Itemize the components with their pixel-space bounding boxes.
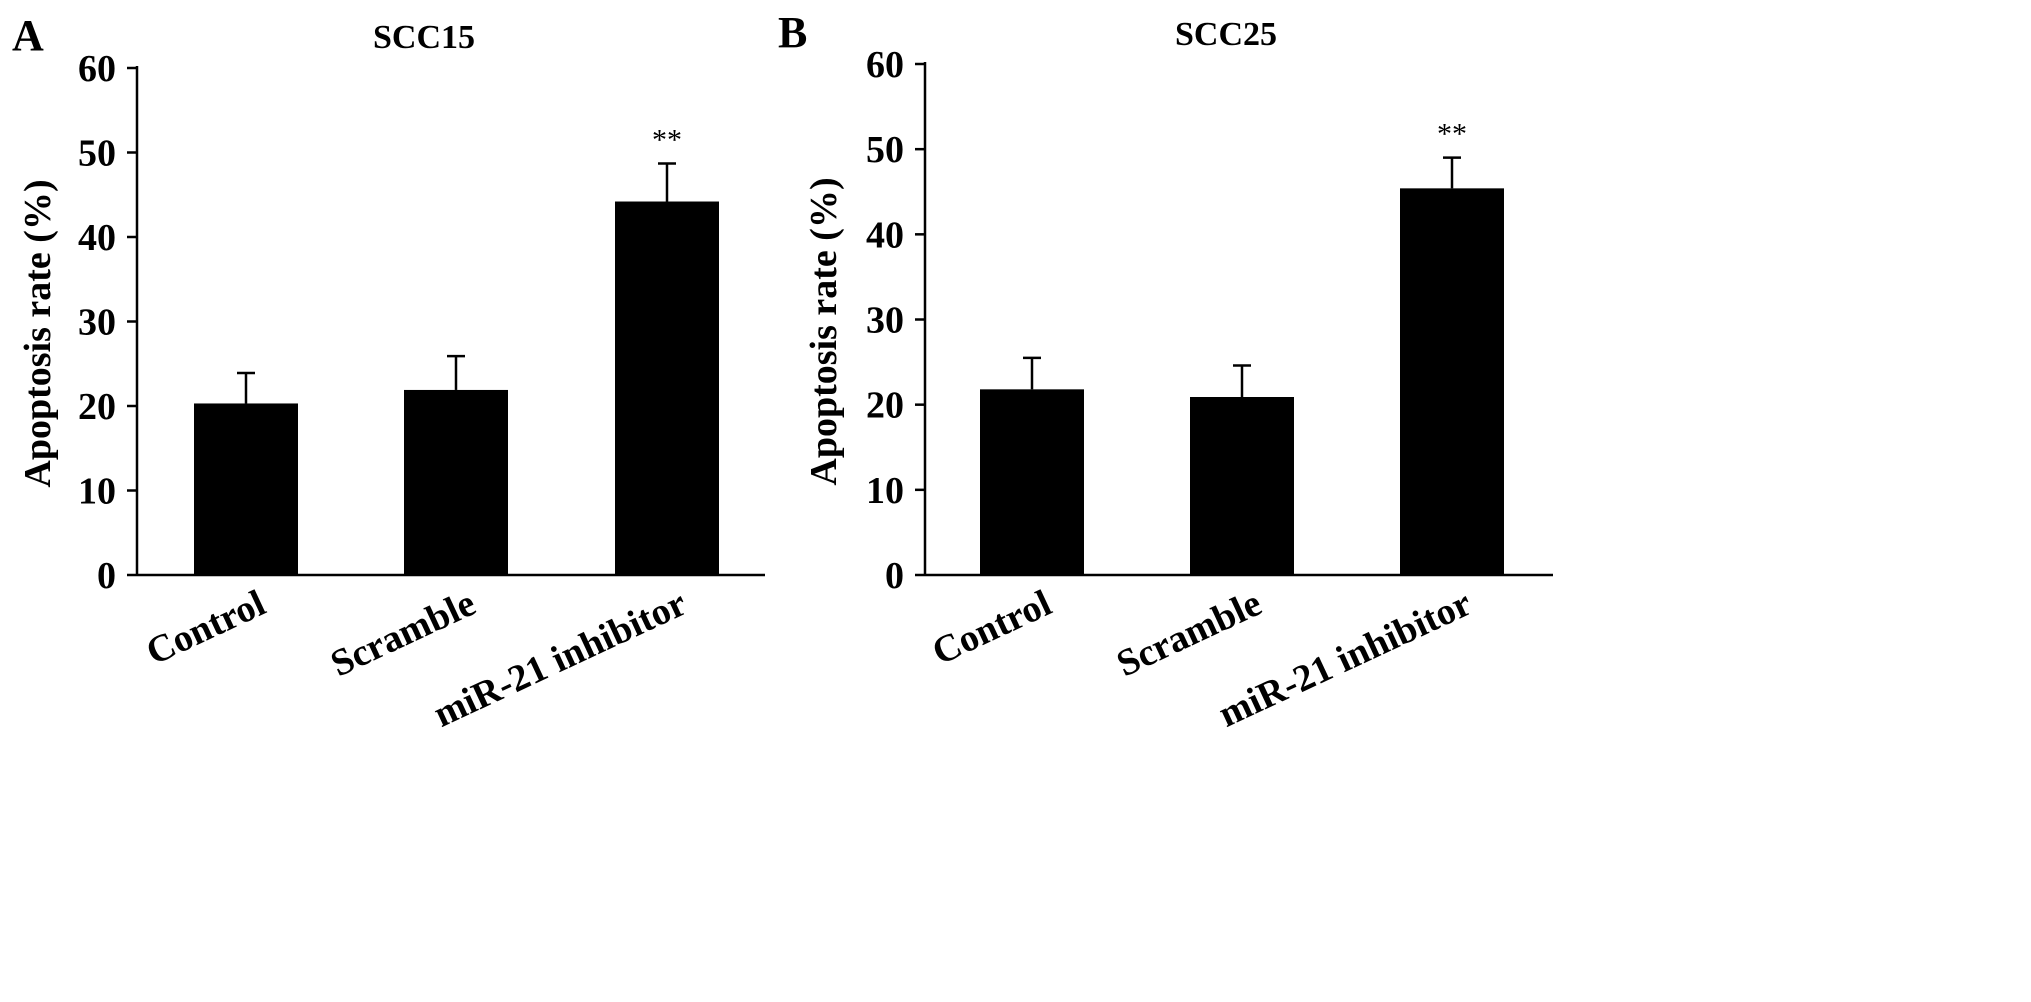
y-axis-label: Apoptosis rate (%): [803, 177, 845, 485]
panel-b: B SCC25 Apoptosis rate (%) 0 10 20 30 40 50 60 Con…: [778, 8, 1553, 736]
chart-title: SCC25: [1175, 16, 1277, 53]
panel-a: A SCC15 Apoptosis rate (%) 0 10 20 30 40 50 60 Con…: [12, 11, 765, 736]
y-tick-label: 0: [97, 555, 116, 597]
bar-control: [980, 389, 1084, 575]
y-tick-label: 40: [866, 214, 904, 256]
y-tick-label: 0: [885, 555, 904, 597]
bar-mir-21-inhibitor: [1400, 188, 1504, 576]
bar-control: [194, 403, 298, 575]
significance-marker: **: [652, 123, 682, 156]
bar-mir-21-inhibitor: [615, 201, 719, 575]
y-tick-label: 20: [78, 386, 116, 428]
panel-label: B: [778, 8, 807, 57]
y-tick-label: 50: [866, 129, 904, 171]
x-tick-label: Control: [140, 582, 272, 673]
x-tick-label: Control: [926, 582, 1058, 673]
y-tick-label: 60: [866, 44, 904, 86]
chart-title: SCC15: [373, 19, 475, 56]
significance-marker: **: [1437, 118, 1467, 151]
y-tick-label: 30: [866, 300, 904, 342]
panel-label: A: [12, 11, 44, 60]
y-tick-label: 10: [78, 471, 116, 513]
x-tick-label: Scramble: [324, 582, 481, 685]
y-axis-label: Apoptosis rate (%): [17, 179, 59, 487]
y-tick-label: 30: [78, 302, 116, 344]
x-tick-label: Scramble: [1110, 582, 1267, 685]
y-tick-label: 20: [866, 385, 904, 427]
y-tick-label: 50: [78, 133, 116, 175]
y-tick-label: 60: [78, 48, 116, 90]
y-tick-label: 10: [866, 470, 904, 512]
bar-scramble: [1190, 397, 1294, 575]
bar-scramble: [404, 389, 508, 575]
y-tick-label: 40: [78, 217, 116, 259]
